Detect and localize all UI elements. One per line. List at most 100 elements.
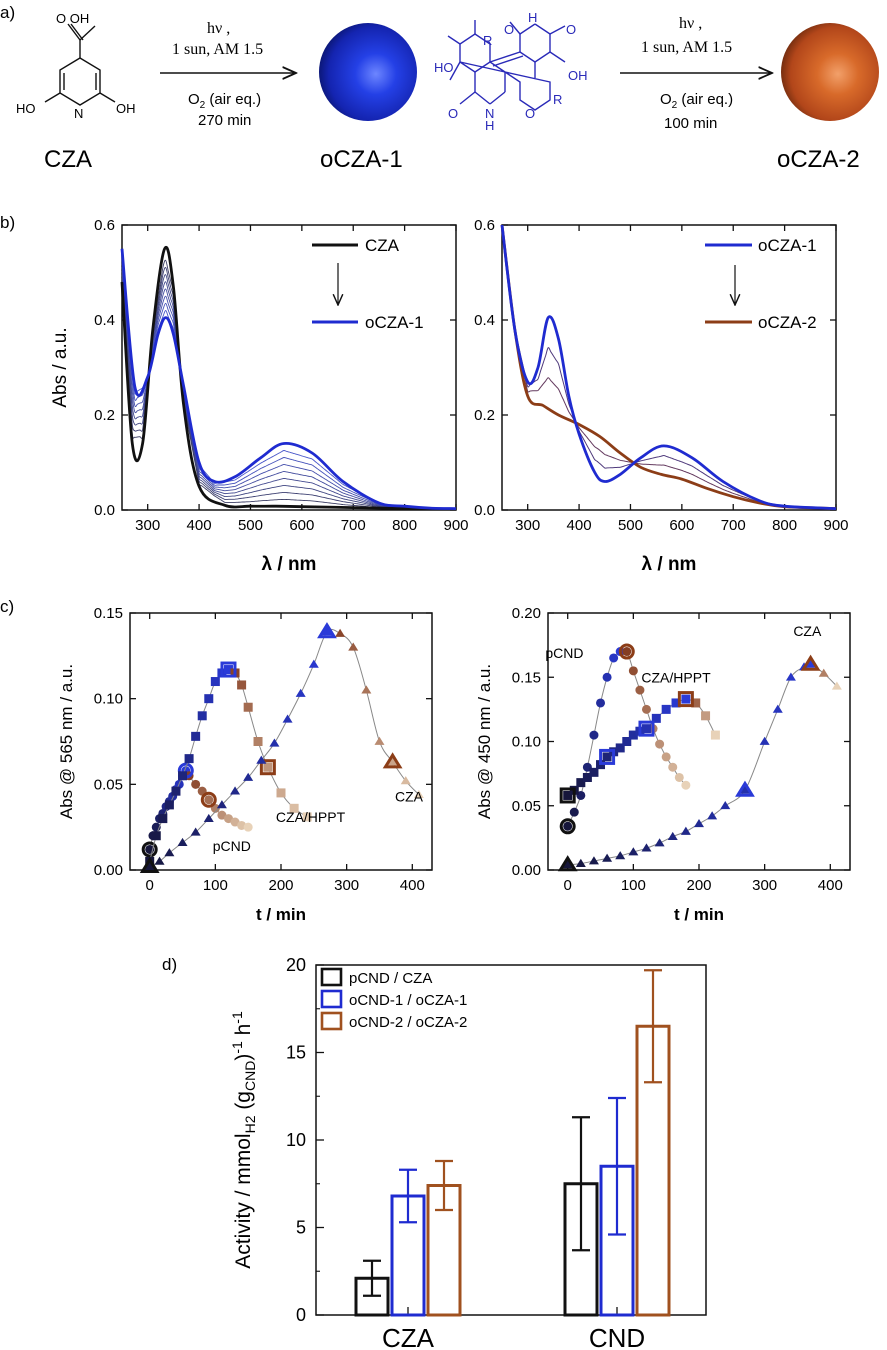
data-point-triangle <box>680 826 691 835</box>
series-line-cza-hppt <box>149 668 308 862</box>
spectrum-intermediate <box>501 224 837 510</box>
data-point-triangle <box>321 627 332 636</box>
data-point-triangle <box>588 856 599 865</box>
cza-structure <box>44 23 116 106</box>
highlight-point-square <box>677 691 694 708</box>
spectrum-ocza-2 <box>500 224 837 510</box>
data-point-triangle <box>615 851 626 860</box>
data-point-square <box>164 800 174 810</box>
data-point-triangle <box>575 858 586 867</box>
y-axis-label: Abs @ 450 nm / a.u. <box>475 664 494 819</box>
data-point-triangle <box>269 738 280 747</box>
y-axis-label-part: ) <box>232 1054 255 1061</box>
data-point-square <box>243 702 253 712</box>
data-point-triangle <box>831 681 842 690</box>
panel-label-d: d) <box>162 955 177 974</box>
highlight-point-square <box>638 720 655 737</box>
y-tick-label: 0.4 <box>474 312 495 329</box>
data-point-triangle <box>602 853 613 862</box>
data-point-triangle <box>694 818 704 828</box>
arrow1-hv: hν , <box>207 20 230 37</box>
x-tick-label: 100 <box>203 877 228 894</box>
data-point-square <box>184 754 194 764</box>
dimer-oh: OH <box>568 68 588 83</box>
data-point-triangle <box>641 843 652 852</box>
data-point-triangle <box>562 860 573 869</box>
panel-label-b: b) <box>0 213 15 232</box>
y-tick-label: 0.2 <box>94 407 115 424</box>
data-point-circle <box>622 647 632 657</box>
arrow2-time: 100 min <box>664 115 717 132</box>
x-tick-label: 300 <box>334 877 359 894</box>
spectrum-cza <box>120 245 457 511</box>
data-point-square <box>171 786 181 796</box>
y-tick-label: 0.00 <box>94 862 123 879</box>
data-point-triangle <box>164 848 175 857</box>
data-point-triangle <box>335 628 346 637</box>
dimer-ho: HO <box>434 60 454 75</box>
cza-cooh-o: O OH <box>56 11 89 26</box>
arrow2-hv: hν , <box>679 15 702 32</box>
legend-label-ocza1: oCZA-1 <box>758 236 817 255</box>
data-point-circle <box>602 672 612 682</box>
data-point-triangle <box>374 736 385 745</box>
y-axis-label-part: Activity / mmol <box>232 1133 255 1268</box>
data-point-triangle <box>216 800 227 809</box>
data-point-circle <box>589 730 599 740</box>
data-point-square <box>582 772 592 782</box>
arrow1-o2: O2 (air eq.) <box>188 91 261 111</box>
y-tick-label: 0.15 <box>512 669 541 686</box>
y-tick-label: 15 <box>286 1043 306 1063</box>
y-tick-label: 0.10 <box>94 691 123 708</box>
x-tick-label: 300 <box>515 517 540 534</box>
y-tick-label: 0.20 <box>512 605 541 622</box>
arrow1-time: 270 min <box>198 112 251 129</box>
legend-swatch <box>320 989 343 1009</box>
spectrum-intermediate <box>121 270 456 510</box>
data-point-circle <box>609 653 619 663</box>
data-point-square <box>302 812 312 822</box>
y-tick-label: 0.4 <box>94 312 115 329</box>
x-tick-label: 200 <box>686 877 711 894</box>
data-point-square <box>158 814 168 824</box>
plot-frame <box>501 224 837 511</box>
data-point-square <box>576 778 586 788</box>
data-point-triangle <box>400 776 411 785</box>
dimer-h-top: H <box>528 10 537 25</box>
data-point-square <box>253 737 263 746</box>
dimer-o-top-right: O <box>566 22 576 37</box>
dimer-n-bottom: N <box>485 106 494 121</box>
arrow2-sun: 1 sun, AM 1.5 <box>641 39 732 56</box>
chart-kinetics-565: 0 100 200 300 400 0.00 0.05 0.10 0.15 t / min Abs … <box>57 605 433 924</box>
y-tick-label: 0.6 <box>474 217 495 234</box>
x-axis-label: λ / nm <box>642 554 697 575</box>
data-point-triangle <box>243 772 254 781</box>
x-tick-label: 700 <box>721 517 746 534</box>
plot-frame <box>547 612 851 871</box>
data-point-square <box>661 704 671 714</box>
data-point-triangle <box>203 813 214 822</box>
data-point-triangle <box>348 642 359 651</box>
legend-label: oCND-2 / oCZA-2 <box>349 1014 467 1031</box>
x-tick-label: 200 <box>268 877 293 894</box>
data-point-square <box>589 767 599 777</box>
data-point-square <box>276 788 286 798</box>
data-point-square <box>204 694 214 704</box>
plot-frame <box>121 224 457 511</box>
data-point-triangle <box>387 757 398 766</box>
annotation-label: CZA/HPPT <box>641 669 711 685</box>
data-point-triangle <box>720 800 731 810</box>
y-tick-label: 10 <box>286 1130 306 1150</box>
highlight-point-circle <box>618 643 635 660</box>
y-axis-label-part: -1 <box>229 1011 245 1024</box>
legend-swatch <box>320 967 343 987</box>
x-tick-label: 400 <box>187 517 212 534</box>
x-tick-label: 400 <box>400 877 425 894</box>
data-point-triangle <box>818 668 829 677</box>
data-point-square <box>289 803 299 813</box>
y-tick-label: 0.0 <box>94 502 115 519</box>
data-point-square <box>691 698 701 708</box>
x-tick-label: 500 <box>618 517 643 534</box>
data-point-circle <box>628 666 638 676</box>
